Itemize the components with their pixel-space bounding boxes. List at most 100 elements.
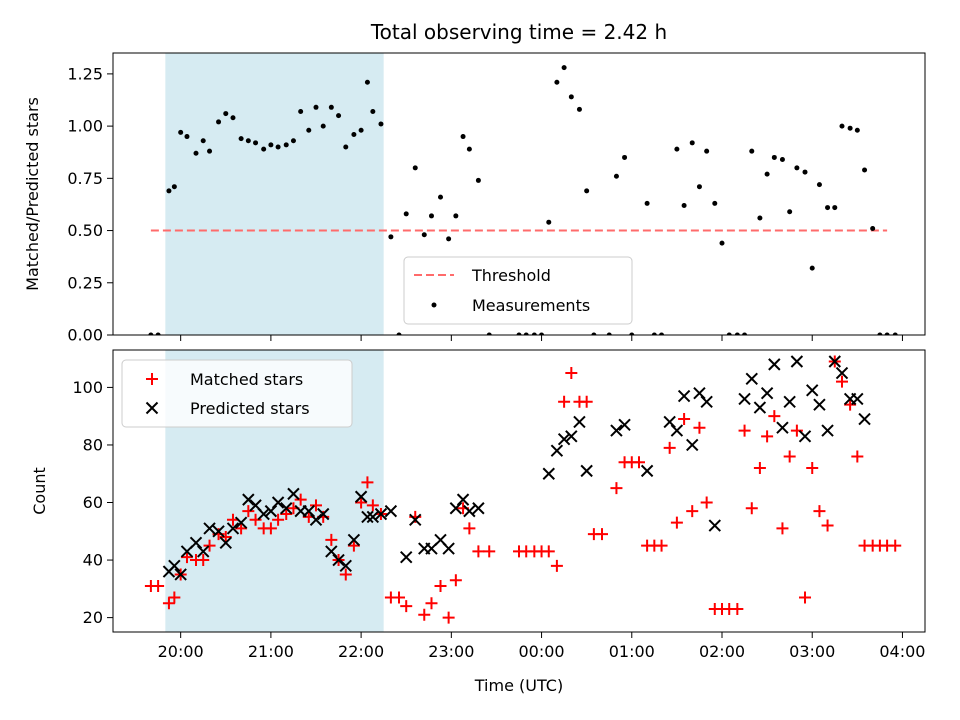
- matched-point: [418, 608, 431, 621]
- legend-matched-label: Matched stars: [190, 370, 303, 389]
- measurement-point: [370, 108, 376, 114]
- matched-point: [162, 597, 175, 610]
- matched-point: [168, 591, 181, 604]
- measurement-point: [306, 127, 312, 133]
- predicted-point: [753, 401, 767, 414]
- matched-point: [821, 519, 834, 532]
- measurement-point: [351, 131, 357, 137]
- matched-point: [738, 424, 751, 437]
- matched-point: [813, 505, 826, 518]
- y-tick-label: 0.50: [67, 221, 103, 240]
- measurement-point: [629, 332, 635, 335]
- measurement-point: [651, 332, 657, 335]
- measurement-point: [275, 144, 281, 150]
- x-tick-label: 03:00: [789, 642, 835, 661]
- predicted-point: [663, 415, 676, 429]
- measurement-point: [523, 332, 529, 335]
- matched-point: [889, 539, 902, 552]
- predicted-point: [339, 559, 352, 573]
- matched-point: [347, 539, 360, 552]
- predicted-point: [565, 430, 578, 443]
- count-panel: 20 40 60 80 100 20:00 21:00 22:00 23:00 00:00 01:0…: [30, 349, 926, 695]
- matched-point: [693, 421, 706, 434]
- predicted-point: [325, 545, 338, 558]
- measurement-point: [554, 79, 560, 85]
- measurement-point: [290, 138, 296, 144]
- predicted-point: [821, 424, 834, 437]
- measurement-point: [884, 332, 890, 335]
- chart-title: Total observing time = 2.42 h: [370, 20, 667, 44]
- y-tick-label: 0.25: [67, 273, 103, 292]
- x-tick-label: 00:00: [519, 642, 565, 661]
- predicted-point: [174, 568, 187, 581]
- matched-point: [632, 456, 645, 469]
- predicted-point: [542, 467, 555, 480]
- matched-point: [272, 513, 285, 526]
- x-tick-label: 22:00: [338, 642, 384, 661]
- predicted-point: [693, 386, 706, 400]
- ratio-panel: 0.00 0.25 0.50 0.75 1.00 1.25 Matched/Predicte…: [23, 52, 926, 345]
- measurement-point: [539, 332, 545, 335]
- measurement-point: [764, 171, 770, 177]
- x-tick-label: 04:00: [879, 642, 925, 661]
- measurement-point: [771, 154, 777, 160]
- predicted-point: [550, 444, 564, 457]
- measurement-point: [238, 136, 244, 142]
- predicted-point: [738, 392, 751, 406]
- x-tick-label: 20:00: [158, 642, 204, 661]
- y-axis-label: Count: [30, 467, 49, 515]
- y-tick-label: 80: [83, 435, 103, 454]
- matched-point: [700, 496, 713, 509]
- measurement-point: [364, 79, 370, 85]
- x-tick-label: 01:00: [609, 642, 655, 661]
- predicted-point: [242, 493, 255, 506]
- matched-point: [610, 482, 623, 495]
- predicted-point: [226, 522, 240, 535]
- measurement-point: [193, 150, 199, 156]
- matched-point: [753, 461, 766, 474]
- matched-point: [844, 398, 857, 411]
- measurement-point: [428, 213, 434, 219]
- y-tick-label: 40: [83, 551, 103, 570]
- predicted-point: [456, 493, 470, 506]
- matched-point: [580, 395, 593, 408]
- measurement-point: [178, 129, 184, 135]
- matched-point: [264, 522, 277, 535]
- matched-point: [783, 450, 796, 463]
- matched-point: [203, 539, 216, 552]
- predicted-point: [302, 504, 315, 518]
- legend-threshold-label: Threshold: [471, 266, 551, 285]
- measurement-point: [343, 144, 349, 150]
- y-tick-label: 0.75: [67, 169, 103, 188]
- y-tick-label: 0.00: [67, 326, 103, 345]
- matched-point: [325, 533, 338, 546]
- matched-point: [425, 597, 438, 610]
- matched-point: [219, 531, 232, 544]
- measurement-point: [674, 146, 680, 152]
- measurement-point: [328, 104, 334, 110]
- measurement-point: [148, 332, 154, 335]
- matched-point: [249, 513, 262, 526]
- measurement-point: [253, 140, 259, 146]
- legend-bottom: Matched stars Predicted stars: [121, 359, 353, 428]
- measurement-point: [216, 119, 222, 125]
- predicted-point: [813, 398, 826, 411]
- axes-frame: [112, 349, 926, 633]
- predicted-point: [745, 372, 758, 385]
- axes-frame: [112, 52, 926, 336]
- predicted-point: [828, 355, 841, 368]
- matched-point: [806, 461, 819, 474]
- predicted-point: [257, 507, 270, 521]
- x-tick-label: 23:00: [428, 642, 474, 661]
- observing-window-shade: [165, 53, 384, 335]
- measurement-point: [749, 148, 755, 154]
- measurement-point: [184, 134, 190, 140]
- predicted-point: [463, 504, 476, 518]
- measurement-point: [816, 182, 822, 188]
- measurement-point: [622, 154, 628, 160]
- matched-point: [366, 499, 379, 512]
- measurement-point: [486, 332, 492, 335]
- y-tick-label: 100: [72, 378, 103, 397]
- measurement-point: [825, 205, 831, 211]
